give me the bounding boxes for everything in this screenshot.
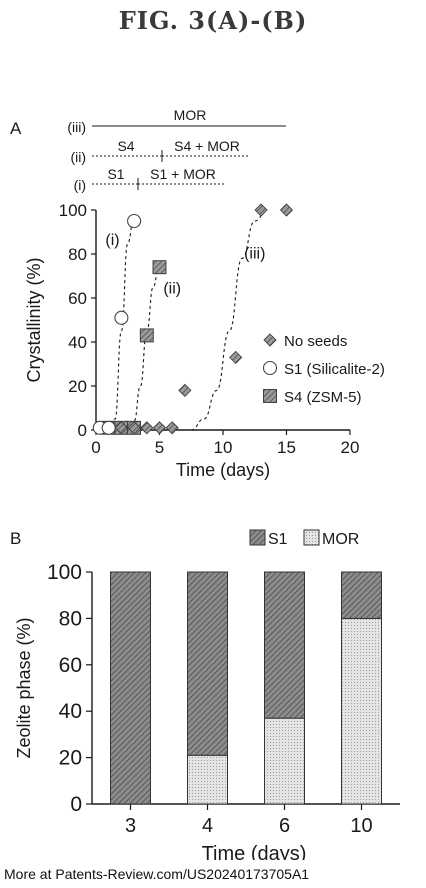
data-point-square	[140, 329, 153, 342]
data-point-diamond	[166, 422, 178, 434]
panel-a-curve-labels: (i) (ii) (iii)	[105, 232, 265, 297]
stage-bars: (iii) MOR (ii) S4 S4 + MOR (i) S1 S1 + M…	[67, 107, 286, 193]
stage-bar-label-ii: (ii)	[70, 149, 86, 165]
panel-b-label: B	[10, 529, 21, 548]
data-point-diamond	[141, 422, 153, 434]
data-point-circle	[128, 215, 141, 228]
curve-label: (iii)	[244, 245, 265, 262]
bar-segment-s1	[265, 572, 305, 718]
bar-segment-mor	[342, 618, 382, 804]
panel-b-x-axis-label: Time (days)	[202, 843, 307, 860]
x-tick-label: 15	[277, 438, 296, 457]
data-point-diamond	[179, 384, 191, 396]
y-tick-label: 100	[59, 201, 87, 220]
legend-swatch	[250, 530, 265, 545]
curve-label: (i)	[105, 232, 119, 249]
data-point-diamond	[281, 204, 293, 216]
y-tick-label: 20	[68, 377, 87, 396]
panel-b-chart: B S1 MOR 0 20 40 60 80 100 3 4 6 10 Zeolite phase …	[0, 520, 426, 860]
stage-bar-segment-s1-mor: S1 + MOR	[150, 166, 216, 182]
x-tick-label: 20	[341, 438, 360, 457]
x-tick-label: 5	[155, 438, 164, 457]
data-point-circle	[115, 311, 128, 324]
panel-a-data-points	[93, 204, 292, 434]
panel-a-x-axis-label: Time (days)	[176, 460, 270, 480]
curve-label: (ii)	[163, 281, 181, 298]
y-tick-label: 80	[68, 245, 87, 264]
y-tick-label: 100	[47, 561, 82, 584]
legend-label: S1 (Silicalite-2)	[284, 361, 385, 378]
panel-b-y-axis-label: Zeolite phase (%)	[14, 617, 34, 758]
y-tick-label: 60	[68, 289, 87, 308]
y-tick-label: 40	[68, 333, 87, 352]
stage-bar-label-iii: (iii)	[67, 119, 86, 135]
data-point-diamond	[154, 422, 166, 434]
legend-label: No seeds	[284, 333, 347, 350]
stage-bar-label-i: (i)	[74, 177, 86, 193]
fit-curve-1	[128, 263, 160, 430]
x-tick-label: 3	[125, 815, 136, 837]
panel-a-fit-curves	[109, 210, 268, 430]
legend-label: S4 (ZSM-5)	[284, 389, 362, 406]
data-point-diamond	[230, 351, 242, 363]
stage-bar-segment-s4: S4	[117, 138, 134, 154]
legend-label: MOR	[322, 531, 359, 548]
legend-marker-square	[264, 390, 277, 403]
bar-segment-s1	[111, 572, 151, 804]
data-point-circle	[102, 421, 115, 434]
data-point-square	[153, 261, 166, 274]
legend-label: S1	[268, 531, 288, 548]
x-tick-label: 10	[214, 438, 233, 457]
x-tick-label: 10	[350, 815, 372, 837]
panel-a-legend: No seeds S1 (Silicalite-2) S4 (ZSM-5)	[264, 333, 385, 406]
x-tick-label: 4	[202, 815, 213, 837]
bar-segment-mor	[265, 718, 305, 804]
legend-marker-circle	[264, 362, 277, 375]
y-tick-label: 0	[78, 421, 87, 440]
y-tick-label: 0	[70, 793, 82, 816]
source-footer: More at Patents-Review.com/US20240173705…	[4, 866, 309, 882]
legend-swatch	[304, 530, 319, 545]
panel-a-label: A	[10, 119, 22, 138]
fit-curve-2	[191, 210, 267, 430]
bar-segment-mor	[188, 755, 228, 804]
stage-bar-segment-mor: MOR	[174, 107, 207, 123]
legend-marker-diamond	[264, 334, 276, 346]
figure-title: FIG. 3(A)-(B)	[0, 6, 426, 35]
y-tick-label: 60	[59, 654, 82, 677]
x-tick-label: 6	[279, 815, 290, 837]
panel-b-bars	[111, 572, 382, 804]
y-tick-label: 80	[59, 607, 82, 630]
panel-b-legend: S1 MOR	[250, 530, 359, 548]
x-tick-label: 0	[91, 438, 100, 457]
panel-a-axes: 0 5 10 15 20 0 20 40 60 80 100	[59, 201, 360, 457]
stage-bar-segment-s1: S1	[107, 166, 124, 182]
bar-segment-s1	[188, 572, 228, 755]
panel-a-chart: A (iii) MOR (ii) S4 S4 + MOR (i) S1 S1 +…	[0, 100, 426, 510]
bar-segment-s1	[342, 572, 382, 618]
y-tick-label: 20	[59, 747, 82, 770]
y-tick-label: 40	[59, 700, 82, 723]
stage-bar-segment-s4-mor: S4 + MOR	[174, 138, 240, 154]
panel-a-y-axis-label: Crystallinity (%)	[24, 257, 44, 382]
data-point-diamond	[255, 204, 267, 216]
